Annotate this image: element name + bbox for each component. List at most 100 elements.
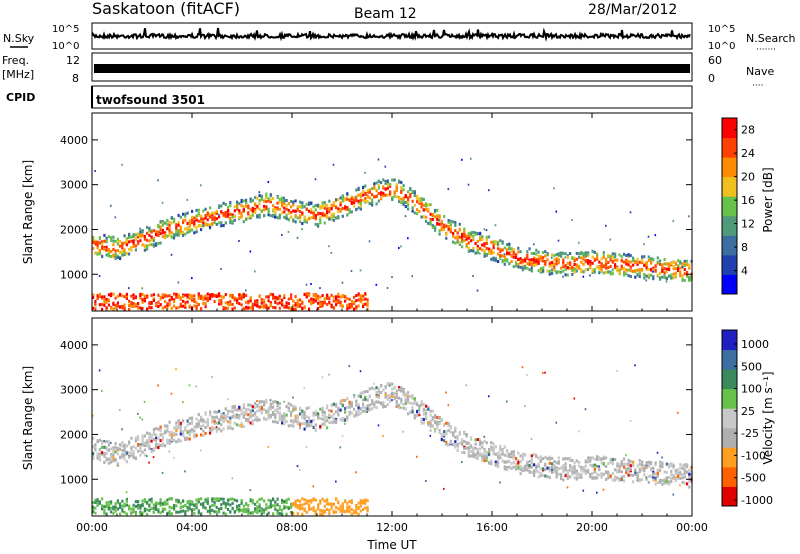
scatter-cell — [456, 434, 459, 438]
scatter-cell — [148, 437, 151, 441]
scatter-cell — [391, 391, 394, 395]
scatter-cell — [521, 266, 524, 270]
scatter-cell — [355, 399, 358, 403]
scatter-cell — [580, 466, 583, 469]
scatter-cell — [636, 474, 639, 478]
scatter-cell — [303, 498, 306, 502]
scatter-cell — [103, 461, 106, 464]
scatter-cell — [402, 430, 405, 433]
scatter-cell — [292, 511, 295, 515]
scatter-cell — [672, 265, 675, 269]
scatter-cell — [452, 220, 455, 224]
scatter-cell — [155, 303, 158, 307]
scatter-cell — [137, 503, 140, 507]
scatter-cell — [166, 234, 169, 238]
scatter-cell — [499, 448, 502, 452]
scatter-cell — [348, 510, 351, 514]
scatter-cell — [411, 206, 414, 210]
scatter-cell — [339, 203, 342, 207]
scatter-cell — [353, 295, 356, 299]
scatter-cell — [497, 465, 500, 469]
scatter-cell — [578, 430, 580, 433]
scatter-cell — [452, 433, 455, 437]
scatter-cell — [285, 217, 288, 220]
scatter-cell — [166, 429, 169, 433]
scatter-cell — [103, 508, 106, 512]
freq-label: Freq. — [2, 54, 29, 67]
scatter-cell — [166, 438, 169, 442]
scatter-cell — [323, 297, 326, 301]
scatter-cell — [296, 504, 299, 508]
scatter-cell — [128, 236, 131, 240]
scatter-cell — [551, 256, 553, 259]
scatter-cell — [251, 213, 254, 217]
scatter-cell — [175, 292, 178, 296]
scatter-cell — [141, 243, 144, 247]
scatter-cell — [161, 295, 164, 299]
scatter-cell — [537, 470, 540, 474]
scatter-cell — [344, 509, 347, 513]
scatter-cell — [139, 453, 142, 457]
scatter-cell — [616, 468, 619, 472]
scatter-cell — [681, 467, 684, 471]
scatter-cell — [519, 468, 522, 472]
scatter-cell — [429, 434, 432, 437]
scatter-cell — [191, 501, 194, 504]
scatter-cell — [391, 382, 394, 386]
scatter-cell — [96, 246, 99, 250]
scatter-cell — [402, 393, 405, 397]
scatter-cell — [339, 399, 342, 403]
scatter-cell — [240, 424, 243, 428]
scatter-cell — [629, 460, 632, 464]
scatter-cell — [191, 502, 194, 506]
scatter-cell — [182, 505, 185, 508]
scatter-cell — [362, 298, 365, 302]
scatter-cell — [465, 441, 468, 445]
scatter-cell — [425, 404, 428, 408]
scatter-cell — [391, 198, 394, 202]
scatter-cell — [404, 407, 407, 411]
scatter-cell — [98, 237, 101, 241]
scatter-cell — [600, 472, 603, 476]
scatter-cell — [150, 497, 153, 501]
scatter-cell — [663, 262, 666, 266]
scatter-cell — [202, 424, 205, 428]
scatter-cell — [481, 237, 484, 241]
scatter-cell — [465, 237, 468, 241]
scatter-cell — [96, 243, 99, 247]
scatter-cell — [436, 422, 439, 426]
scatter-cell — [94, 506, 97, 510]
scatter-cell — [146, 247, 149, 251]
scatter-cell — [391, 387, 394, 391]
scatter-cell — [402, 188, 405, 192]
scatter-cell — [141, 229, 144, 232]
scatter-cell — [242, 199, 245, 203]
scatter-cell — [236, 423, 239, 427]
scatter-cell — [326, 498, 329, 502]
colorbar-tick-label: 500 — [741, 360, 762, 373]
scatter-cell — [494, 240, 497, 244]
scatter-cell — [258, 207, 261, 211]
scatter-cell — [229, 201, 232, 204]
scatter-cell — [301, 203, 304, 207]
scatter-cell — [260, 209, 263, 213]
scatter-cell — [600, 262, 603, 266]
scatter-cell — [510, 247, 513, 251]
scatter-cell — [481, 248, 484, 252]
scatter-cell — [661, 456, 663, 459]
scatter-cell — [141, 440, 144, 444]
scatter-cell — [499, 239, 502, 243]
scatter-cell — [656, 471, 659, 475]
scatter-cell — [515, 262, 518, 265]
scatter-cell — [139, 512, 142, 516]
scatter-cell — [161, 231, 164, 235]
scatter-cell — [256, 301, 259, 305]
scatter-cell — [155, 436, 158, 440]
scatter-cell — [384, 180, 387, 183]
scatter-cell — [528, 268, 531, 272]
scatter-cell — [434, 415, 437, 419]
scatter-cell — [139, 239, 142, 243]
scatter-cell — [429, 203, 432, 207]
scatter-cell — [382, 435, 384, 437]
scatter-cell — [674, 263, 677, 266]
